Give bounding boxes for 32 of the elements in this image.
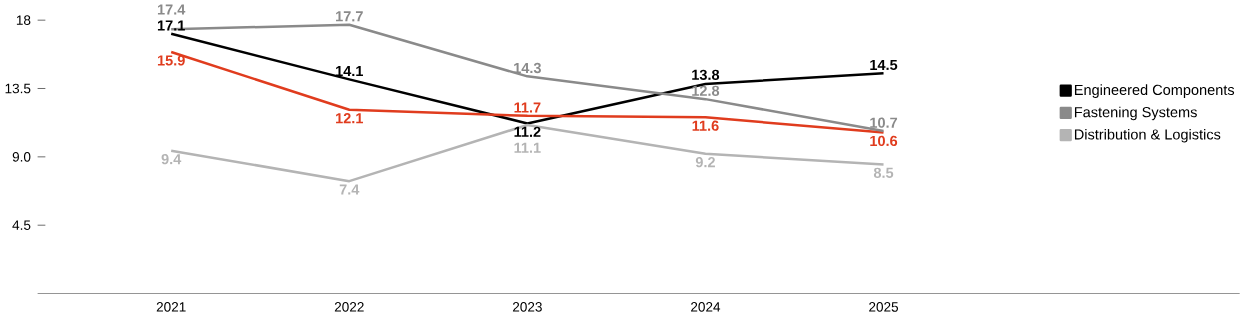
- data-label: 14.3: [514, 62, 541, 74]
- data-label: 14.1: [336, 65, 364, 76]
- data-label: 10.7: [870, 117, 898, 128]
- x-tick-label: 2025: [869, 302, 899, 312]
- data-label: 15.9: [157, 55, 185, 66]
- legend-label: Distribution & Logistics: [1074, 128, 1221, 143]
- data-label: 11.2: [514, 126, 541, 137]
- data-label: 17.1: [157, 20, 185, 31]
- data-label: 7.4: [339, 184, 360, 195]
- y-tick-label: 4.5: [12, 220, 31, 230]
- legend-label: Engineered Components: [1074, 84, 1235, 98]
- data-label: 10.6: [870, 135, 898, 146]
- data-label: 14.5: [870, 59, 898, 70]
- y-tick-label: 9.0: [12, 151, 31, 162]
- data-label: 12.1: [336, 112, 364, 124]
- x-tick-label: 2022: [334, 302, 364, 312]
- y-tick-label: 18: [16, 15, 31, 25]
- y-tick-label: 13.5: [5, 83, 31, 94]
- x-tick-label: 2021: [156, 302, 186, 312]
- x-tick-label: 2024: [691, 302, 721, 312]
- data-label: 17.7: [336, 11, 363, 22]
- data-label: 17.4: [157, 4, 186, 15]
- data-label: 11.6: [692, 120, 719, 131]
- data-label: 9.2: [695, 156, 715, 168]
- data-label: 8.5: [873, 167, 894, 178]
- legend-label: Fastening Systems: [1074, 106, 1197, 121]
- data-label: 9.4: [161, 153, 182, 165]
- data-label: 11.7: [514, 102, 541, 113]
- data-label: 13.8: [692, 69, 720, 80]
- x-tick-label: 2023: [512, 302, 542, 312]
- data-label: 12.8: [692, 85, 720, 96]
- data-label: 11.1: [514, 142, 541, 153]
